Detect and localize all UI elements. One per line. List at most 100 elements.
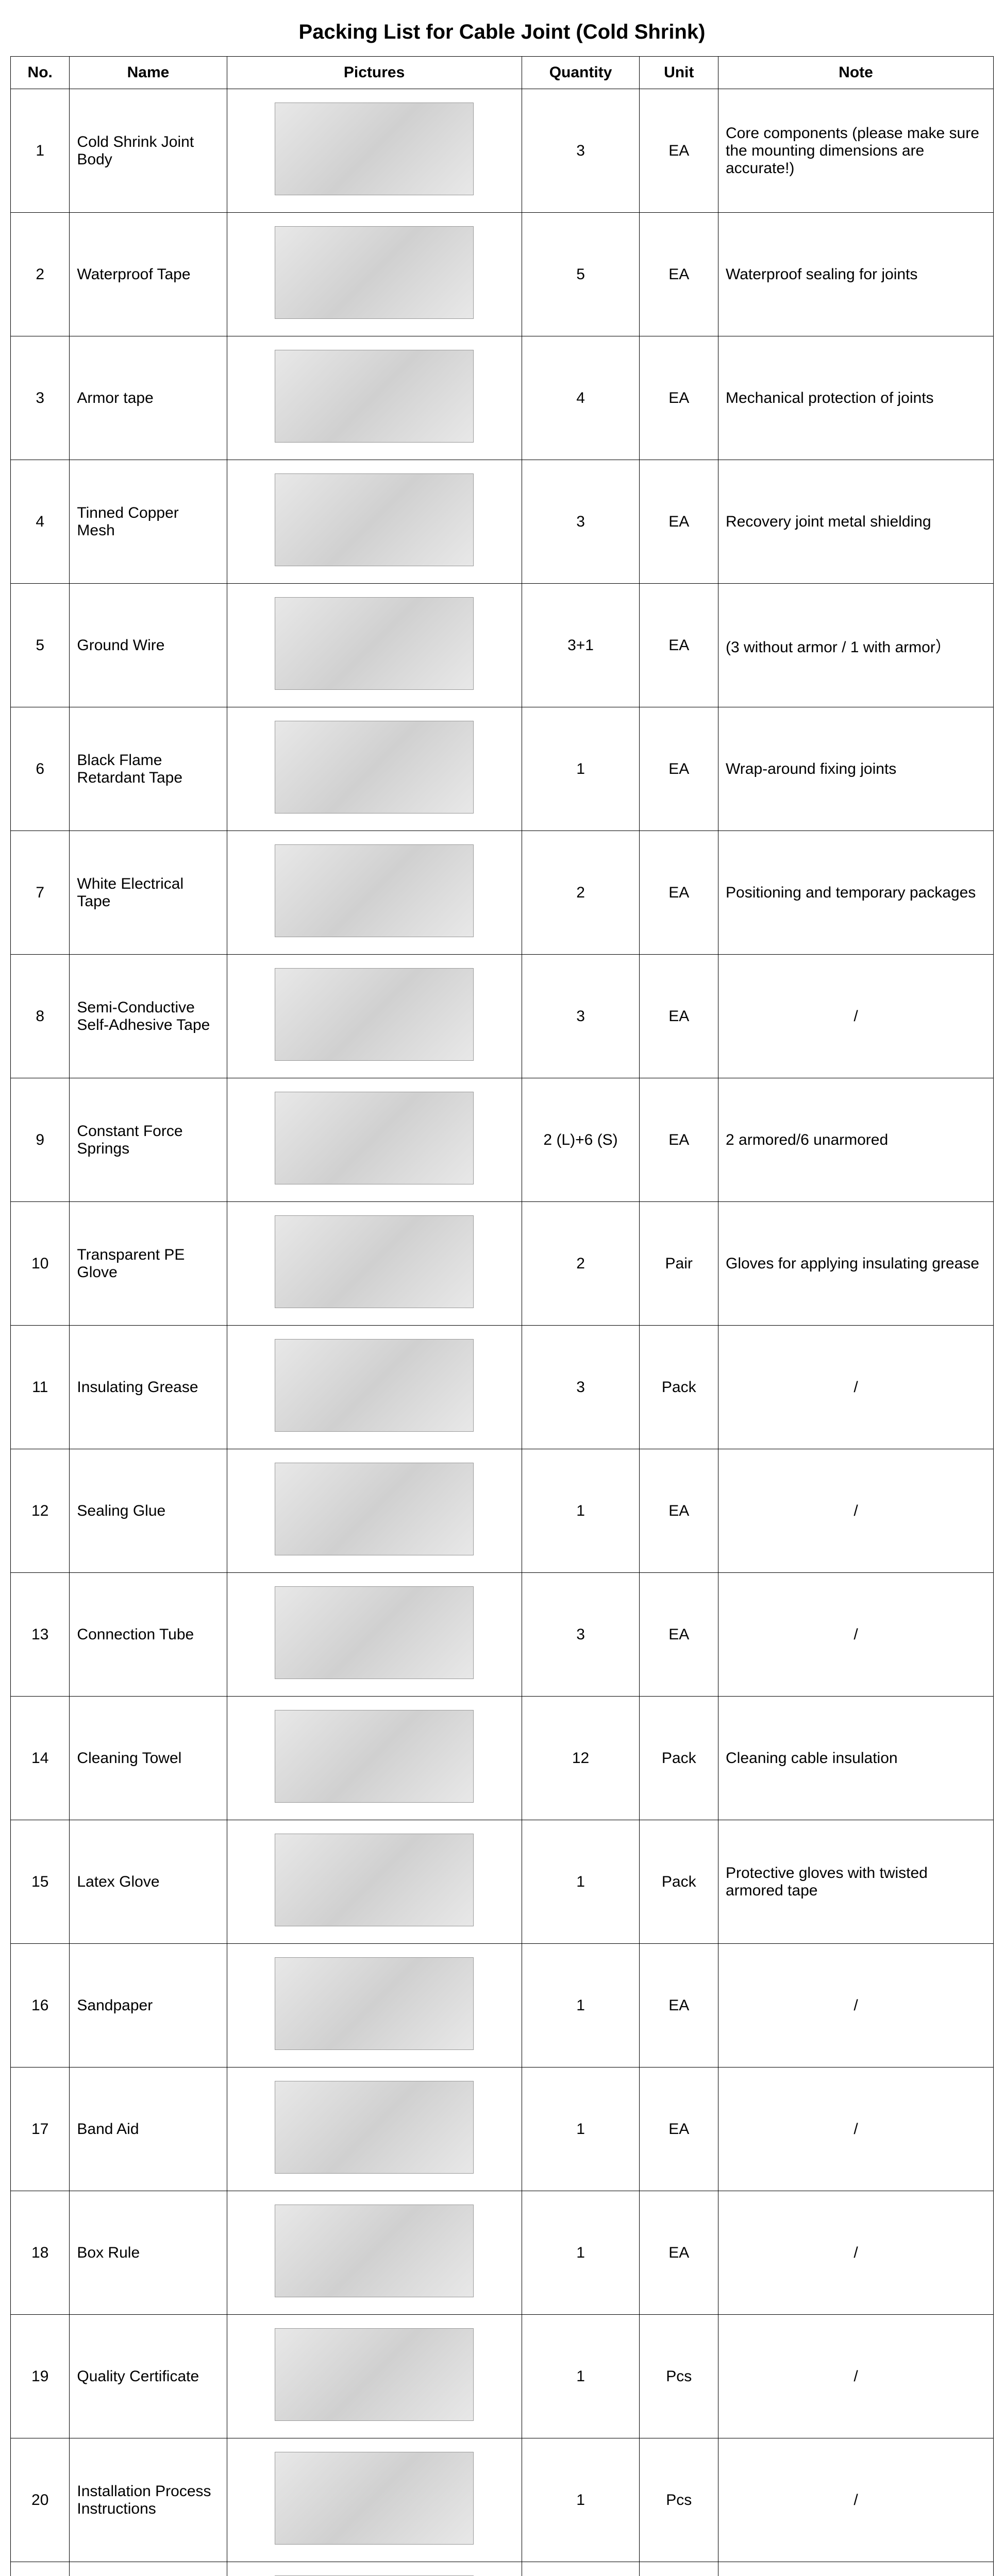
cell-name: Waterproof Tape [70, 213, 227, 336]
table-row: 11Insulating Grease3Pack/ [11, 1326, 994, 1449]
page-title: Packing List for Cable Joint (Cold Shrin… [10, 10, 994, 56]
cell-name: White Electrical Tape [70, 831, 227, 955]
cell-qty: 1 [522, 1449, 640, 1573]
cell-picture [227, 1449, 522, 1573]
cell-picture [227, 2067, 522, 2191]
product-image-placeholder [275, 1339, 474, 1432]
product-image-placeholder [275, 597, 474, 690]
cell-no: 3 [11, 336, 70, 460]
cell-name: Cleaning Towel [70, 1697, 227, 1820]
cell-no: 19 [11, 2315, 70, 2438]
cell-note: / [718, 1326, 994, 1449]
cell-name: Packing List [70, 2562, 227, 2576]
cell-picture [227, 1697, 522, 1820]
cell-no: 18 [11, 2191, 70, 2315]
cell-name: Cold Shrink Joint Body [70, 89, 227, 213]
product-image-placeholder [275, 1710, 474, 1803]
product-image-placeholder [275, 1463, 474, 1555]
cell-note: / [718, 955, 994, 1078]
cell-no: 21 [11, 2562, 70, 2576]
product-image-placeholder [275, 844, 474, 937]
cell-no: 10 [11, 1202, 70, 1326]
cell-unit: Pcs [640, 2315, 718, 2438]
cell-no: 8 [11, 955, 70, 1078]
table-row: 4Tinned Copper Mesh3EARecovery joint met… [11, 460, 994, 584]
cell-qty: 1 [522, 2315, 640, 2438]
col-header-no: No. [11, 57, 70, 89]
product-image-placeholder [275, 1215, 474, 1308]
table-row: 3Armor tape4EAMechanical protection of j… [11, 336, 994, 460]
cell-note: Recovery joint metal shielding [718, 460, 994, 584]
table-row: 21Packing List1Pcs/ [11, 2562, 994, 2576]
cell-no: 6 [11, 707, 70, 831]
cell-name: Connection Tube [70, 1573, 227, 1697]
cell-name: Insulating Grease [70, 1326, 227, 1449]
product-image-placeholder [275, 2081, 474, 2174]
product-image-placeholder [275, 2328, 474, 2421]
cell-qty: 3+1 [522, 584, 640, 707]
cell-picture [227, 2191, 522, 2315]
col-header-name: Name [70, 57, 227, 89]
cell-note: Waterproof sealing for joints [718, 213, 994, 336]
cell-name: Quality Certificate [70, 2315, 227, 2438]
cell-picture [227, 831, 522, 955]
cell-note: (3 without armor / 1 with armor） [718, 584, 994, 707]
cell-unit: EA [640, 1449, 718, 1573]
cell-qty: 2 [522, 1202, 640, 1326]
product-image-placeholder [275, 1957, 474, 2050]
cell-note: / [718, 1449, 994, 1573]
cell-name: Installation Process Instructions [70, 2438, 227, 2562]
cell-picture [227, 460, 522, 584]
cell-picture [227, 2315, 522, 2438]
cell-unit: EA [640, 707, 718, 831]
cell-note: Gloves for applying insulating grease [718, 1202, 994, 1326]
product-image-placeholder [275, 2452, 474, 2545]
cell-note: / [718, 1944, 994, 2067]
table-row: 5Ground Wire3+1EA(3 without armor / 1 wi… [11, 584, 994, 707]
table-header-row: No. Name Pictures Quantity Unit Note [11, 57, 994, 89]
cell-no: 14 [11, 1697, 70, 1820]
cell-no: 15 [11, 1820, 70, 1944]
cell-picture [227, 89, 522, 213]
cell-qty: 3 [522, 1326, 640, 1449]
cell-picture [227, 1202, 522, 1326]
cell-picture [227, 2562, 522, 2576]
cell-name: Sandpaper [70, 1944, 227, 2067]
cell-unit: EA [640, 831, 718, 955]
cell-name: Ground Wire [70, 584, 227, 707]
cell-no: 5 [11, 584, 70, 707]
product-image-placeholder [275, 968, 474, 1061]
cell-qty: 1 [522, 2191, 640, 2315]
cell-picture [227, 1326, 522, 1449]
table-row: 15Latex Glove1PackProtective gloves with… [11, 1820, 994, 1944]
cell-unit: EA [640, 1944, 718, 2067]
cell-picture [227, 2438, 522, 2562]
col-header-note: Note [718, 57, 994, 89]
table-row: 10Transparent PE Glove2PairGloves for ap… [11, 1202, 994, 1326]
product-image-placeholder [275, 473, 474, 566]
cell-no: 17 [11, 2067, 70, 2191]
cell-unit: Pcs [640, 2562, 718, 2576]
cell-unit: Pack [640, 1820, 718, 1944]
product-image-placeholder [275, 350, 474, 443]
table-row: 17Band Aid1EA/ [11, 2067, 994, 2191]
cell-no: 9 [11, 1078, 70, 1202]
cell-note: / [718, 2315, 994, 2438]
product-image-placeholder [275, 1834, 474, 1926]
table-row: 16Sandpaper1EA/ [11, 1944, 994, 2067]
table-row: 2Waterproof Tape5EAWaterproof sealing fo… [11, 213, 994, 336]
cell-qty: 4 [522, 336, 640, 460]
cell-unit: EA [640, 955, 718, 1078]
col-header-unit: Unit [640, 57, 718, 89]
cell-no: 2 [11, 213, 70, 336]
cell-note: Protective gloves with twisted armored t… [718, 1820, 994, 1944]
cell-note: Mechanical protection of joints [718, 336, 994, 460]
product-image-placeholder [275, 721, 474, 814]
cell-no: 4 [11, 460, 70, 584]
table-row: 19Quality Certificate 1Pcs/ [11, 2315, 994, 2438]
cell-note: / [718, 1573, 994, 1697]
packing-list-page: Packing List for Cable Joint (Cold Shrin… [0, 0, 1004, 2576]
cell-name: Sealing Glue [70, 1449, 227, 1573]
cell-no: 7 [11, 831, 70, 955]
cell-picture [227, 584, 522, 707]
